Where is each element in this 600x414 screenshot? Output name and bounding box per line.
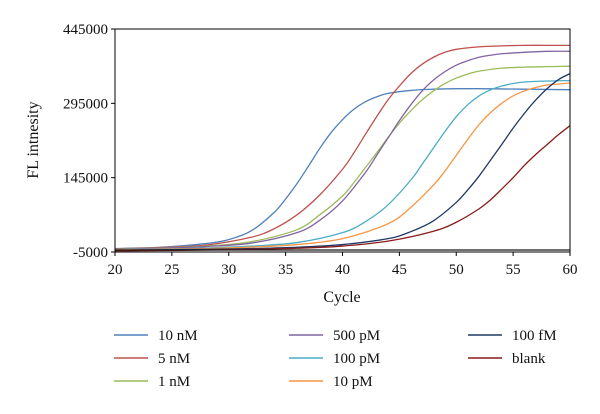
series-line-500-pm [114,50,571,250]
x-tick-label: 60 [563,262,578,278]
plot-frame [114,28,571,253]
axis-ticks: 20 25 30 35 40 45 50 55 60 445000 295000 145000 -500… [63,22,578,278]
x-tick-label: 35 [278,262,293,278]
series-line-1-nm [114,65,571,250]
legend-label: blank [512,351,546,367]
y-axis-title: FL intnesity [25,101,42,178]
y-tick-label: 445000 [63,22,108,38]
legend-label: 10 nM [158,328,198,344]
legend-label: 100 fM [512,328,557,344]
x-tick-label: 30 [221,262,236,278]
y-tick-label: 295000 [63,96,108,112]
y-tick-label: 145000 [63,171,108,187]
legend-label: 1 nM [158,374,190,390]
series-line-5-nm [114,44,570,250]
x-tick-label: 40 [335,262,350,278]
legend-label: 5 nM [158,351,190,367]
legend: 10 nM 5 nM 1 nM 500 pM 100 pM 10 pM 100 fM blan… [114,328,557,390]
x-tick-label: 55 [506,262,521,278]
x-axis-title: Cycle [323,289,360,306]
x-tick-label: 50 [449,262,464,278]
y-tick-label: -5000 [73,245,108,261]
series-line-10-nm [114,88,571,250]
x-tick-label: 25 [164,262,179,278]
legend-label: 500 pM [333,328,380,344]
legend-label: 100 pM [333,351,380,367]
legend-label: 10 pM [333,374,373,390]
x-tick-label: 20 [108,262,123,278]
series-line-100-fm [114,73,571,251]
series-line-blank [114,125,571,252]
x-tick-label: 45 [392,262,407,278]
plot-lines [114,44,571,252]
series-line-100-pm [114,79,571,251]
series-line-10-pm [114,82,571,251]
